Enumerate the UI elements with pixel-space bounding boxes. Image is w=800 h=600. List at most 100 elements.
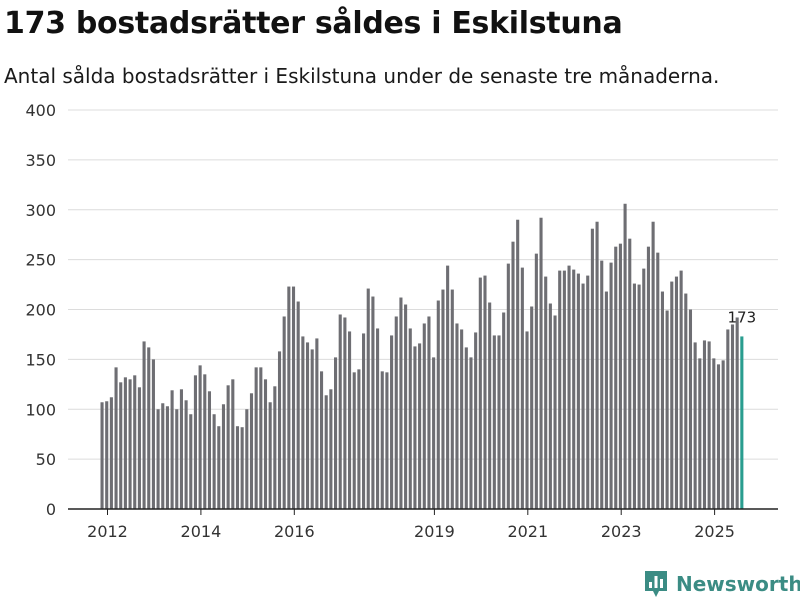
axes: 0 50 100 150 200 250 300 350 400 2012 2014 2016 2019… xyxy=(25,101,778,541)
bar xyxy=(362,333,366,509)
bar xyxy=(530,306,534,509)
bar xyxy=(422,323,426,509)
bar-highlight xyxy=(740,336,744,509)
bar xyxy=(348,331,352,509)
annotation-label: 173 xyxy=(728,308,757,326)
bar xyxy=(628,238,632,510)
bar xyxy=(525,331,529,509)
bar xyxy=(558,270,562,509)
bar xyxy=(707,341,711,509)
bar xyxy=(207,391,212,509)
bar xyxy=(665,310,669,509)
bar xyxy=(553,315,557,509)
bar xyxy=(212,414,216,509)
bar xyxy=(380,371,384,509)
bar xyxy=(581,283,585,509)
bar xyxy=(259,367,263,509)
bar xyxy=(245,409,249,509)
bar xyxy=(217,426,221,509)
bar xyxy=(427,316,431,509)
x-tick-label: 2012 xyxy=(87,522,128,541)
bar xyxy=(394,316,398,509)
bar xyxy=(614,246,618,509)
x-tick-label: 2019 xyxy=(414,522,455,541)
bar xyxy=(534,253,538,509)
bar xyxy=(441,289,445,509)
bar xyxy=(184,400,188,509)
bar xyxy=(646,246,650,509)
bar xyxy=(492,335,496,509)
x-tick-label: 2021 xyxy=(507,522,548,541)
bar xyxy=(357,369,361,509)
bar xyxy=(376,328,380,509)
bar xyxy=(469,357,473,509)
bar xyxy=(137,387,141,509)
bar xyxy=(291,286,296,509)
bar xyxy=(268,402,272,509)
bar xyxy=(595,221,599,509)
bar xyxy=(726,329,730,509)
bar xyxy=(366,288,370,509)
x-tick-label: 2025 xyxy=(694,522,735,541)
bar xyxy=(562,270,566,509)
bar xyxy=(273,386,277,509)
bar xyxy=(567,265,571,509)
bar xyxy=(296,301,300,509)
bar xyxy=(105,401,109,509)
x-tick-label: 2023 xyxy=(601,522,642,541)
bar xyxy=(254,367,258,509)
bar xyxy=(231,379,235,509)
bar xyxy=(688,309,693,509)
bar xyxy=(179,389,183,509)
newsworthy-logo[interactable]: Newsworthy xyxy=(644,570,800,598)
bar xyxy=(488,302,492,509)
y-tick-label: 50 xyxy=(36,450,56,469)
bar xyxy=(287,286,291,509)
bar xyxy=(497,335,501,509)
bar xyxy=(702,340,707,509)
bar xyxy=(660,291,664,509)
bar xyxy=(511,241,515,510)
bar xyxy=(390,335,394,509)
bar xyxy=(128,379,132,509)
bar xyxy=(656,252,660,509)
bar xyxy=(170,390,174,509)
y-tick-label: 300 xyxy=(25,201,56,220)
bar xyxy=(712,358,716,509)
bar xyxy=(156,409,160,509)
bar xyxy=(352,372,356,509)
bar xyxy=(698,358,702,509)
bar xyxy=(151,359,155,509)
bar xyxy=(343,317,347,509)
bar xyxy=(334,357,338,509)
bar xyxy=(249,393,254,509)
y-tick-label: 0 xyxy=(46,500,56,519)
bar xyxy=(716,364,721,509)
bar xyxy=(119,382,123,509)
bar xyxy=(161,403,165,509)
bar xyxy=(235,426,240,509)
bar xyxy=(502,312,506,509)
bar xyxy=(175,409,179,509)
bar xyxy=(637,284,641,509)
bar xyxy=(483,275,487,509)
bar xyxy=(100,402,104,509)
bar xyxy=(478,277,482,509)
y-tick-label: 250 xyxy=(25,251,56,270)
bar xyxy=(674,276,679,509)
bar xyxy=(539,217,543,510)
bar xyxy=(371,296,375,509)
bar xyxy=(338,314,342,509)
bar xyxy=(282,316,286,509)
bar xyxy=(684,293,688,509)
y-tick-label: 350 xyxy=(25,151,56,170)
bar xyxy=(147,347,151,509)
bar xyxy=(679,270,683,509)
bar xyxy=(114,367,118,509)
bar-series xyxy=(100,203,744,510)
bar xyxy=(600,260,604,509)
bar xyxy=(109,397,113,509)
x-tick-label: 2014 xyxy=(181,522,222,541)
bar xyxy=(436,300,440,509)
bar xyxy=(735,317,739,509)
